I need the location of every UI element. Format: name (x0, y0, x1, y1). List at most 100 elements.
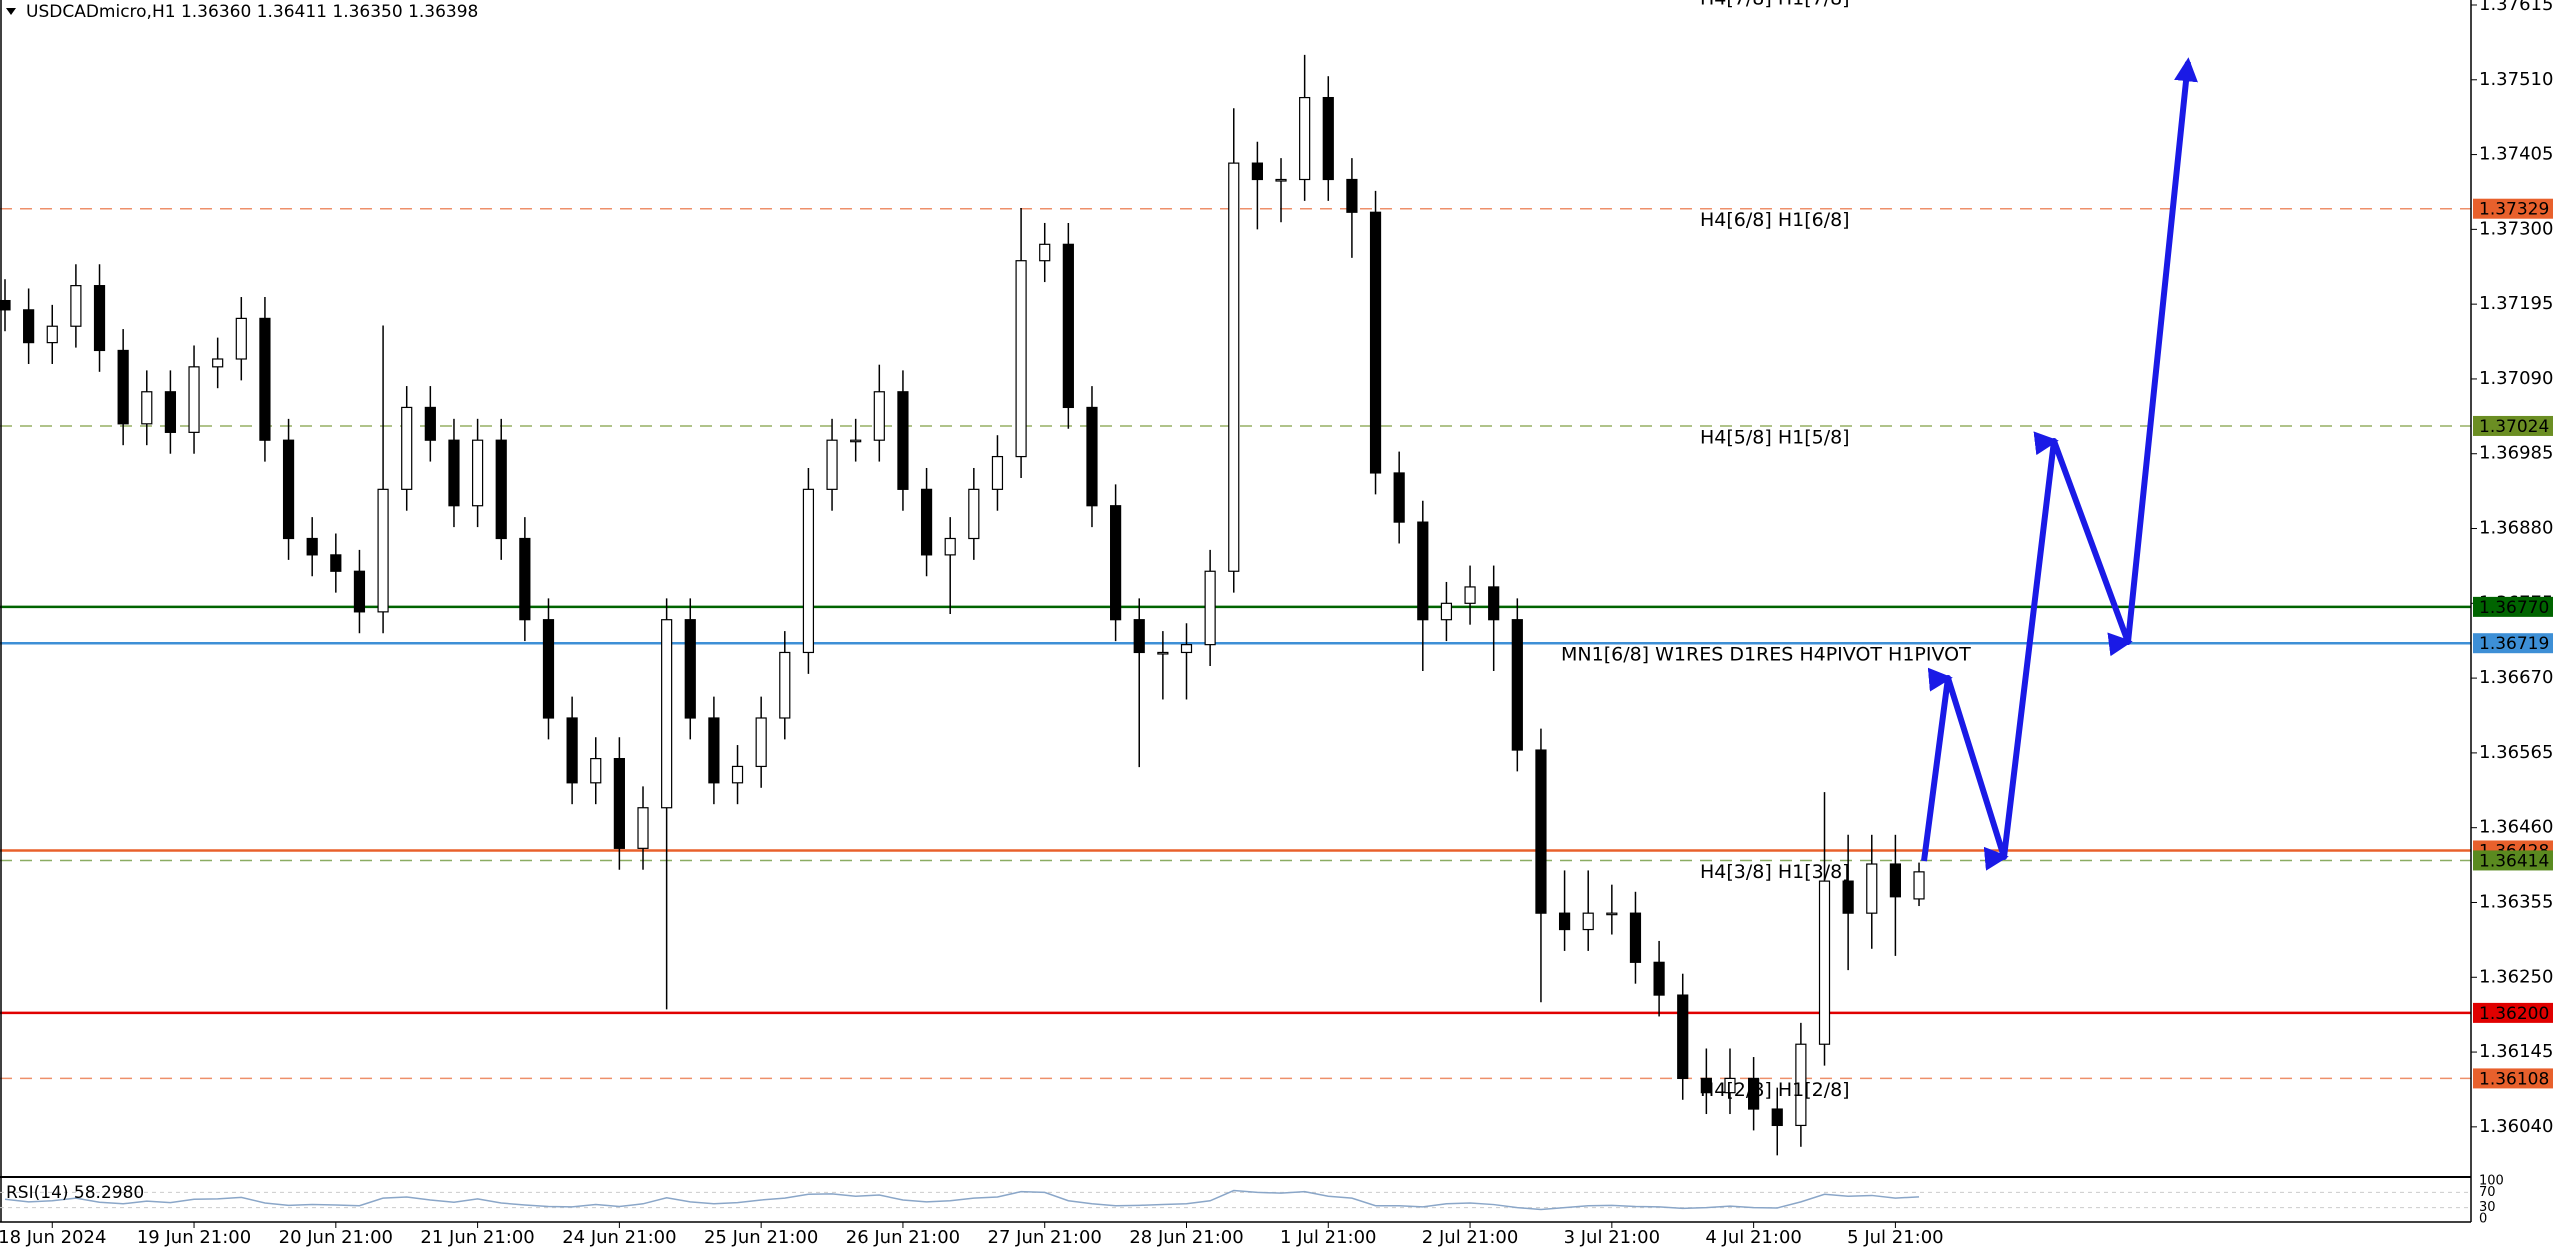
candle-body (1157, 651, 1169, 655)
candle-body (93, 285, 106, 352)
y-tick-label: 1.36460 (2479, 817, 2553, 838)
candle-body (330, 554, 342, 572)
y-tick-label: 1.37195 (2479, 293, 2553, 314)
candle-body (1771, 1108, 1783, 1127)
candle-body (1369, 211, 1382, 474)
candle-body (353, 570, 366, 613)
candle-body (684, 619, 696, 719)
y-tick-label: 1.36985 (2479, 443, 2553, 464)
y-tick-label: 1.36250 (2479, 966, 2553, 987)
candle-body (826, 439, 838, 490)
candle-body (920, 488, 933, 556)
price-badge (2473, 596, 2553, 617)
candle-body (495, 439, 507, 540)
y-tick-label: 1.36880 (2479, 518, 2553, 539)
level-label: H4[6/8] H1[6/8] (1700, 209, 1850, 231)
x-tick-label: 3 Jul 21:00 (1564, 1227, 1661, 1248)
candle-body (1086, 406, 1098, 507)
menu-triangle (6, 8, 16, 15)
candle-body (282, 439, 295, 540)
candle-body (1417, 521, 1429, 621)
y-tick-label: 1.37090 (2479, 368, 2553, 389)
level-label: MN1[6/8] W1RES D1RES H4PIVOT H1PIVOT (1561, 644, 1971, 666)
candle-body (731, 765, 744, 784)
candle-body (1677, 994, 1689, 1080)
x-tick-label: 5 Jul 21:00 (1847, 1227, 1944, 1248)
candle-body (0, 299, 11, 311)
candle-body (377, 488, 389, 613)
candle-body (1866, 863, 1878, 914)
candle-body (1062, 243, 1074, 409)
price-badge (2473, 415, 2553, 436)
candle-body (1818, 880, 1831, 1045)
x-tick-label: 20 Jun 21:00 (279, 1227, 393, 1248)
price-badge (2473, 1002, 2553, 1023)
candle-body (70, 285, 82, 327)
candle-body (235, 317, 247, 360)
x-tick-label: 24 Jun 21:00 (562, 1227, 676, 1248)
candle-body (944, 537, 956, 556)
candle-body (1488, 586, 1500, 621)
candle-body (188, 366, 200, 433)
candle-body (46, 325, 58, 344)
candle-body (873, 391, 885, 441)
x-tick-label: 28 Jun 21:00 (1129, 1227, 1243, 1248)
candle-body (1346, 178, 1358, 213)
candle-body (23, 309, 35, 344)
price-badge (2473, 198, 2553, 219)
candle-body (897, 391, 909, 490)
y-tick-label: 1.37510 (2479, 69, 2553, 90)
price-badge-label: 1.36200 (2479, 1004, 2549, 1024)
candle-body (708, 717, 720, 784)
candle-body (1275, 178, 1287, 182)
candle-body (306, 537, 318, 556)
candle-body (164, 391, 177, 433)
candle-body (1913, 871, 1925, 900)
x-tick-label: 18 Jun 2024 (0, 1227, 106, 1248)
candle-body (1582, 912, 1594, 931)
candle-body (424, 406, 436, 441)
candle-body (448, 439, 460, 507)
candle-body (1558, 912, 1571, 931)
candle-body (1251, 162, 1263, 181)
candle-body (661, 619, 673, 809)
candle-body (1606, 912, 1618, 916)
candle-body (755, 717, 767, 768)
candle-body (1015, 260, 1027, 458)
price-badge-label: 1.36414 (2479, 851, 2549, 871)
candle-body (1322, 96, 1334, 181)
candle-body (1039, 243, 1051, 262)
candle-body (401, 406, 413, 490)
x-tick-label: 26 Jun 21:00 (846, 1227, 960, 1248)
rsi-line (4, 1189, 1920, 1211)
candle-body (991, 455, 1004, 490)
candle-body (259, 317, 271, 441)
price-badge (2473, 1068, 2553, 1089)
candle-body (1440, 602, 1453, 621)
candle-body (117, 349, 129, 425)
y-tick-label: 1.36355 (2479, 891, 2553, 912)
x-tick-label: 4 Jul 21:00 (1705, 1227, 1802, 1248)
level-label: H4[3/8] H1[3/8] (1700, 861, 1850, 883)
candle-body (1464, 586, 1476, 604)
y-tick-label: 1.36145 (2479, 1041, 2553, 1062)
y-tick-label: 1.36565 (2479, 742, 2553, 763)
y-tick-label: 1.36670 (2479, 667, 2553, 688)
candle-body (637, 807, 649, 849)
candle-body (1133, 619, 1145, 654)
x-tick-label: 25 Jun 21:00 (704, 1227, 818, 1248)
x-tick-label: 2 Jul 21:00 (1422, 1227, 1519, 1248)
rsi-tick-label: 0 (2479, 1212, 2487, 1227)
candle-body (1299, 96, 1311, 181)
x-tick-label: 27 Jun 21:00 (988, 1227, 1102, 1248)
candle-body (542, 619, 555, 719)
header: USDCADmicro,H1 1.36360 1.36411 1.36350 1… (26, 2, 478, 22)
price-badge (2473, 850, 2553, 871)
candle-body (1393, 472, 1405, 523)
candle-body (1629, 912, 1642, 963)
x-tick-label: 21 Jun 21:00 (420, 1227, 534, 1248)
candle-body (779, 651, 791, 719)
y-tick-label: 1.37300 (2479, 218, 2553, 239)
candles (0, 54, 1925, 1156)
